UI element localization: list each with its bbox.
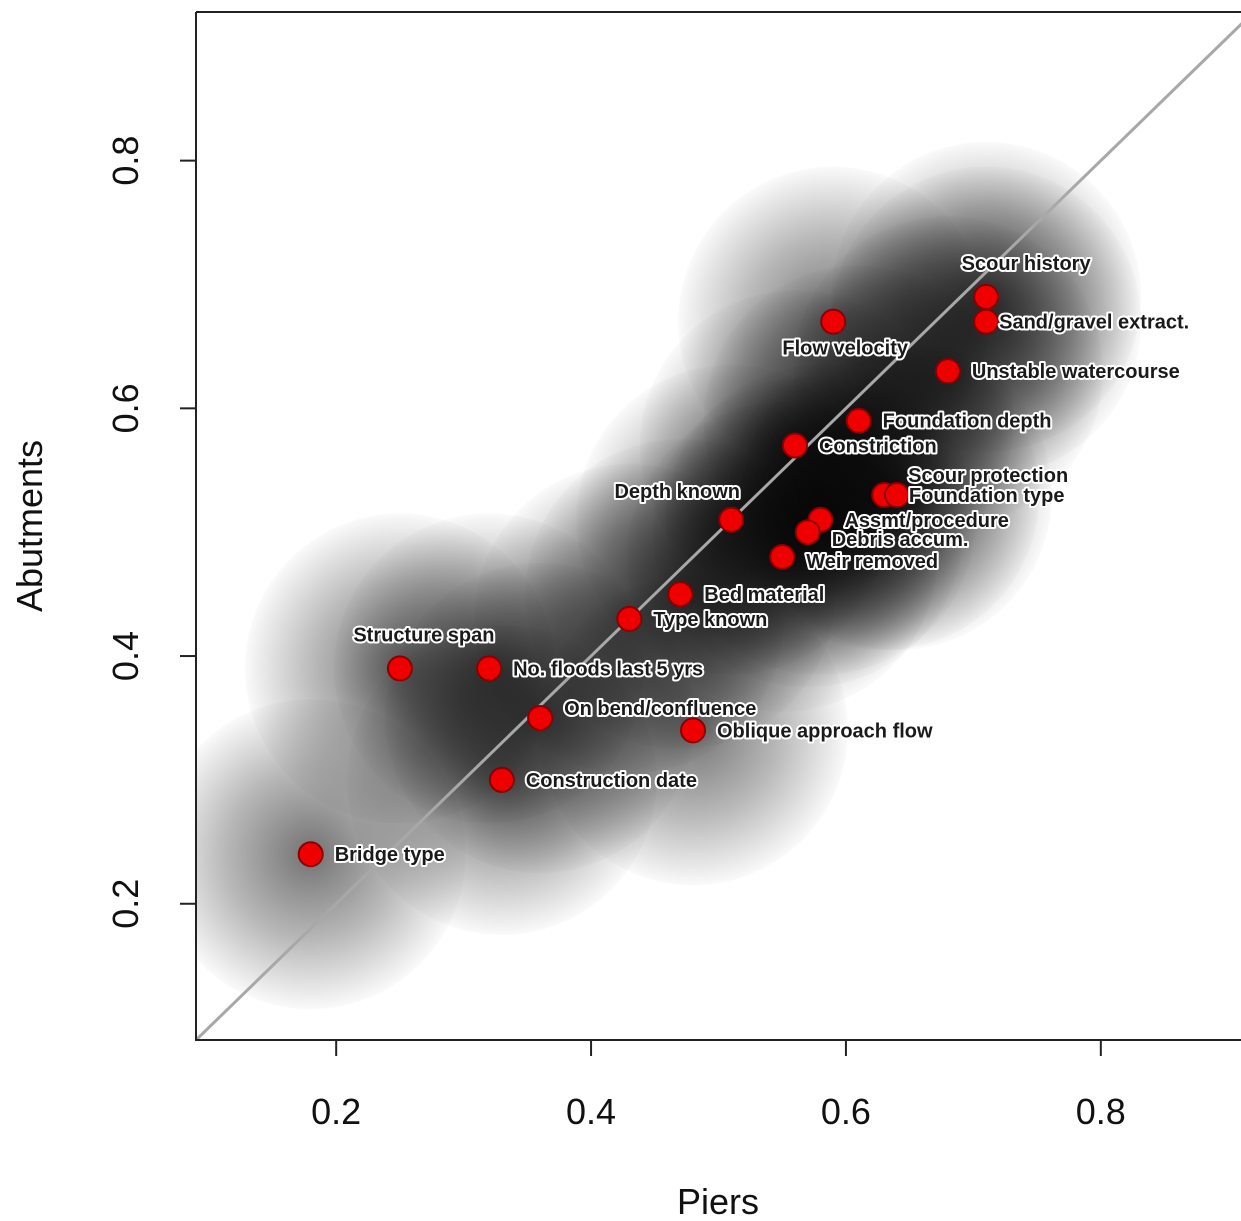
label-no-floods-last-5-yrs: No. floods last 5 yrs <box>513 658 703 680</box>
y-axis-title: Abutments <box>9 440 50 612</box>
y-axis: 0.2 0.4 0.6 0.8 <box>105 136 196 929</box>
y-tick-label: 0.2 <box>105 879 146 929</box>
point-no-floods-last-5-yrs <box>476 655 503 682</box>
label-sand-gravel-extract: Sand/gravel extract. <box>999 312 1189 334</box>
point-bed-material <box>667 581 694 608</box>
label-bed-material: Bed material <box>704 584 824 606</box>
label-bridge-type: Bridge type <box>335 844 445 866</box>
label-constriction: Constriction <box>819 435 937 457</box>
x-axis: 0.2 0.4 0.6 0.8 <box>311 1040 1126 1132</box>
point-constriction <box>781 432 808 459</box>
x-tick-label: 0.2 <box>311 1091 361 1132</box>
halo-bridge-type <box>196 699 466 1010</box>
x-axis-title: Piers <box>677 1181 759 1221</box>
label-foundation-depth: Foundation depth <box>883 411 1052 433</box>
point-foundation-type <box>883 482 910 509</box>
point-construction-date <box>488 766 515 793</box>
point-debris-accum <box>794 519 821 546</box>
point-oblique-approach-flow <box>680 717 707 744</box>
point-type-known <box>616 605 643 632</box>
point-flow-velocity <box>820 308 847 335</box>
x-tick-label: 0.4 <box>566 1091 616 1132</box>
data-points <box>297 283 1000 868</box>
label-weir-removed: Weir removed <box>806 551 938 573</box>
label-assmt-procedure: Assmt/procedure <box>844 510 1009 532</box>
label-flow-velocity: Flow velocity <box>782 338 908 360</box>
y-tick-label: 0.8 <box>105 136 146 186</box>
label-construction-date: Construction date <box>526 770 697 792</box>
point-foundation-depth <box>845 407 872 434</box>
point-unstable-watercourse <box>934 358 961 385</box>
point-sand-gravel-extract <box>973 308 1000 335</box>
label-foundation-type: Foundation type <box>909 485 1065 507</box>
label-type-known: Type known <box>653 609 767 631</box>
label-scour-protection: Scour protection <box>908 465 1068 487</box>
x-tick-label: 0.8 <box>1076 1091 1126 1132</box>
plot-frame <box>195 11 1241 1041</box>
point-weir-removed <box>769 543 796 570</box>
label-structure-span: Structure span <box>353 624 494 646</box>
label-debris-accum: Debris accum. <box>832 529 969 551</box>
y-tick-label: 0.4 <box>105 631 146 681</box>
label-oblique-approach-flow: Oblique approach flow <box>717 720 933 742</box>
point-scour-history <box>973 283 1000 310</box>
point-depth-known <box>718 506 745 533</box>
label-scour-history: Scour history <box>962 253 1092 275</box>
point-on-bend-confluence <box>527 704 554 731</box>
point-labels: Scour history Sand/gravel extract. Flow ve… <box>333 251 1192 868</box>
x-tick-label: 0.6 <box>821 1091 871 1132</box>
point-structure-span <box>386 655 413 682</box>
label-depth-known: Depth known <box>614 481 740 503</box>
y-tick-label: 0.6 <box>105 383 146 433</box>
label-on-bend-confluence: On bend/confluence <box>564 698 756 720</box>
label-unstable-watercourse: Unstable watercourse <box>972 361 1180 383</box>
point-bridge-type <box>297 841 324 868</box>
